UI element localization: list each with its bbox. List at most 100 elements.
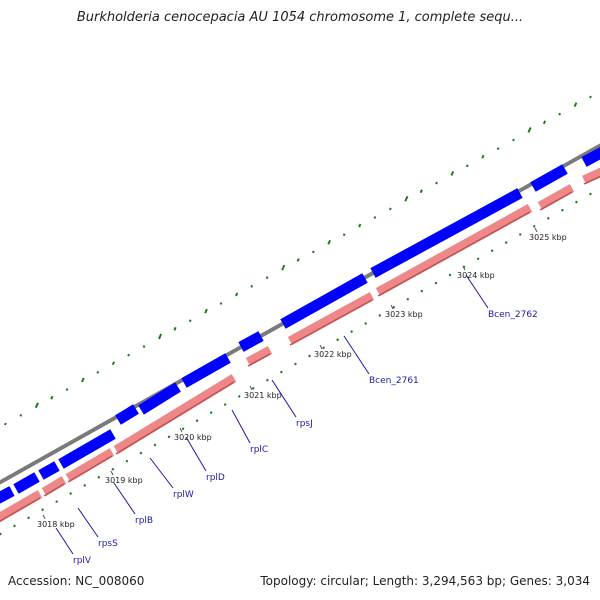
forward-gene-arrow bbox=[0, 486, 15, 504]
forward-feature-track bbox=[0, 147, 600, 504]
gene-leader-line bbox=[149, 457, 174, 489]
gc-skew-mark bbox=[251, 386, 255, 390]
gc-skew-mark bbox=[265, 378, 269, 382]
scale-tick bbox=[249, 385, 253, 391]
gc-skew-mark bbox=[420, 289, 424, 293]
gc-skew-mark bbox=[434, 281, 438, 285]
gc-skew-mark bbox=[65, 388, 69, 391]
gc-skew-mark bbox=[546, 216, 550, 220]
forward-gene-arrow bbox=[115, 404, 139, 425]
gene-leader-line bbox=[113, 482, 136, 515]
gc-skew-mark bbox=[281, 264, 286, 271]
gc-skew-mark bbox=[209, 411, 213, 414]
scale-tick bbox=[319, 344, 323, 350]
reverse-gene-band bbox=[245, 346, 273, 366]
gc-skew-mark bbox=[280, 370, 283, 374]
forward-gene-arrow bbox=[58, 429, 116, 469]
reverse-gene-band-edge bbox=[583, 175, 600, 185]
gc-skew-mark bbox=[153, 443, 157, 447]
gc-skew-mark bbox=[322, 346, 325, 350]
forward-gene-arrow bbox=[138, 382, 181, 415]
gene-leader-line bbox=[185, 436, 207, 472]
gc-skew-mark bbox=[181, 427, 185, 431]
gc-skew-mark bbox=[0, 532, 2, 536]
forward-gene-arrow bbox=[370, 188, 523, 278]
gene-label: rplD bbox=[206, 473, 225, 483]
gene-label: Bcen_2761 bbox=[369, 376, 419, 386]
scale-tick bbox=[110, 470, 114, 476]
gc-skew-mark bbox=[490, 249, 494, 253]
gc-skew-mark bbox=[204, 308, 208, 314]
gc-skew-mark bbox=[358, 223, 362, 228]
reverse-gene-band bbox=[65, 448, 115, 482]
map-title: Burkholderia cenocepacia AU 1054 chromos… bbox=[76, 10, 524, 25]
reverse-feature-track bbox=[0, 167, 600, 523]
gc-skew-mark bbox=[111, 361, 116, 366]
gc-skew-mark bbox=[167, 435, 171, 439]
reverse-gene-band-edge bbox=[115, 381, 235, 455]
gc-skew-mark bbox=[96, 370, 100, 374]
gc-skew-mark bbox=[342, 233, 346, 237]
gc-skew-mark bbox=[448, 273, 452, 277]
reverse-gene-band bbox=[113, 374, 237, 454]
gc-skew-mark bbox=[195, 419, 199, 423]
reverse-gene-band-edge bbox=[539, 191, 573, 211]
gc-skew-mark bbox=[481, 154, 485, 159]
gc-skew-mark bbox=[504, 241, 508, 244]
gene-leader-line bbox=[465, 274, 489, 309]
gc-skew-mark bbox=[173, 326, 177, 331]
scale-tick-label: 3024 kbp bbox=[457, 271, 495, 280]
forward-gene-arrow bbox=[280, 273, 368, 329]
gene-label: rpsS bbox=[98, 539, 118, 549]
gc-skew-mark bbox=[589, 95, 592, 99]
gene-leader-line bbox=[271, 379, 297, 418]
gc-skew-mark bbox=[188, 319, 192, 323]
gc-skew-mark bbox=[158, 333, 163, 340]
gc-skew-mark bbox=[55, 500, 59, 504]
reverse-gene-band-edge bbox=[67, 455, 113, 483]
reverse-gene-band-edge bbox=[377, 211, 531, 297]
reverse-gene-band bbox=[287, 292, 375, 345]
gc-skew-mark bbox=[575, 200, 578, 204]
gene-leader-line bbox=[343, 335, 370, 375]
gc-skew-mark bbox=[527, 127, 532, 133]
forward-gene-arrow bbox=[581, 147, 600, 167]
reverse-gene-band bbox=[537, 184, 575, 210]
scale-tick bbox=[534, 227, 538, 233]
gc-skew-mark bbox=[265, 276, 269, 280]
reverse-gene-band-edge bbox=[43, 483, 65, 497]
reverse-gene-band-edge bbox=[247, 353, 271, 367]
gc-skew-mark bbox=[476, 257, 480, 261]
gc-skew-mark bbox=[350, 330, 354, 334]
gc-skew-mark bbox=[419, 189, 423, 194]
gc-skew-mark bbox=[235, 292, 239, 297]
gc-skew-mark bbox=[34, 402, 39, 409]
gc-skew-mark bbox=[378, 314, 382, 317]
scale-tick bbox=[42, 514, 46, 520]
gc-skew-mark bbox=[404, 195, 409, 202]
reverse-gene-band bbox=[0, 490, 43, 523]
gene-label: rpsJ bbox=[296, 419, 313, 429]
forward-gene-arrow bbox=[38, 461, 60, 480]
gc-skew-mark bbox=[125, 459, 129, 463]
gc-skew-mark bbox=[496, 147, 500, 151]
forward-gene-arrow bbox=[181, 353, 231, 388]
gc-skew-mark bbox=[294, 362, 297, 366]
scale-tick-label: 3023 kbp bbox=[385, 310, 423, 319]
gc-skew-mark bbox=[512, 138, 515, 142]
gc-skew-mark bbox=[364, 322, 368, 325]
gc-skew-mark bbox=[558, 112, 562, 116]
gc-skew-mark bbox=[450, 171, 455, 176]
gc-skew-mark bbox=[327, 239, 332, 245]
scale-tick-label: 3019 kbp bbox=[105, 476, 143, 485]
gc-skew-mark bbox=[518, 233, 522, 236]
gc-skew-mark bbox=[83, 484, 87, 487]
gc-skew-mark bbox=[4, 422, 7, 426]
gc-skew-mark bbox=[573, 102, 578, 108]
gc-skew-mark bbox=[250, 284, 254, 288]
gc-skew-mark bbox=[69, 492, 73, 495]
forward-gene-arrow bbox=[13, 472, 40, 494]
gc-skew-mark bbox=[465, 164, 469, 168]
gc-skew-mark bbox=[542, 120, 547, 125]
